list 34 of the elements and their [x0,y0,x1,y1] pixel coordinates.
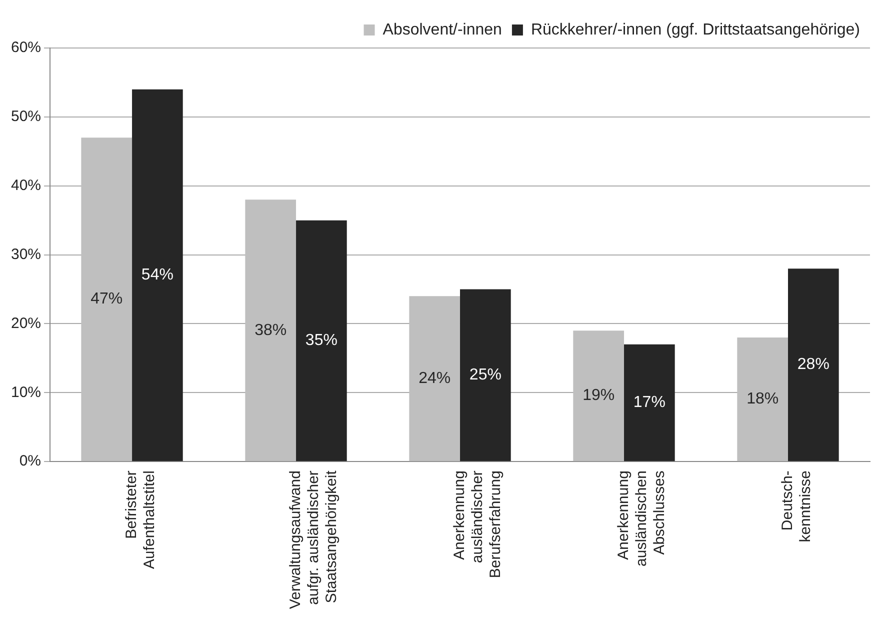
x-tick-label: Anerkennung ausländischen Abschlusses [615,470,668,566]
y-tick-label: 60% [10,39,42,56]
y-tick-label: 30% [10,246,42,263]
data-label: 24% [418,370,451,388]
data-label: 17% [633,394,666,412]
data-label: 28% [797,356,830,374]
bar [460,289,511,462]
y-tick-label: 40% [10,177,42,194]
bar [737,338,788,462]
x-tick-label: Anerkennung ausländischer Berufserfahrung [451,470,504,578]
y-tick-label: 10% [10,384,42,401]
data-label: 19% [582,387,615,404]
bar [409,296,460,462]
data-label: 18% [746,390,779,408]
data-label: 35% [305,332,338,350]
y-tick-label: 50% [10,108,42,126]
y-tick-label: 0% [19,452,42,470]
y-tick-label: 20% [10,314,42,332]
bar [81,138,132,462]
bar [296,220,347,462]
bar [624,344,675,462]
x-tick-label: Deutsch- kenntnisse [779,470,814,542]
data-label: 25% [469,366,502,384]
legend-label: Rückkehrer/-innen (ggf. Drittstaatsangehörige) [530,21,860,38]
bar [132,89,183,462]
x-tick-label: Befristeter Aufenthaltstitel [123,470,158,569]
bar [573,330,624,462]
legend-label: Absolvent/-innen [382,21,502,38]
x-tick-label: Verwaltungsaufwand aufgr. ausländischer Staatsangehörigkeit [287,470,340,610]
data-label: 47% [90,290,123,308]
bar [788,268,839,462]
data-label: 54% [141,266,174,284]
data-label: 38% [254,322,287,339]
bar [245,200,296,462]
